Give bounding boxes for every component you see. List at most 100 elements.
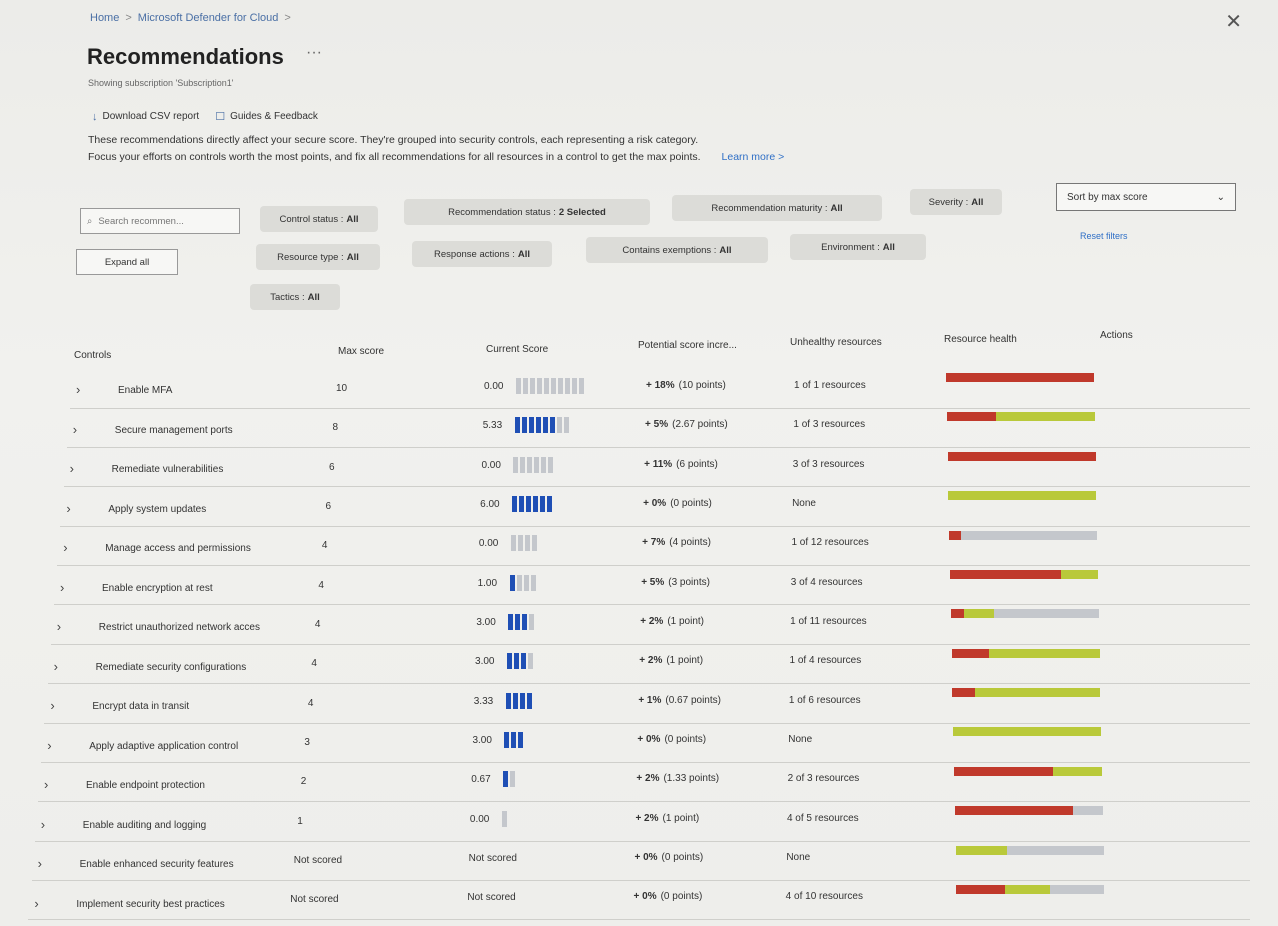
potential-points: (6 points) (676, 458, 718, 470)
filter-pill[interactable]: Severity : All (910, 189, 1002, 215)
control-name[interactable]: Enable endpoint protection (86, 780, 205, 791)
chevron-right-icon[interactable]: › (72, 421, 78, 437)
score-bars (510, 535, 537, 552)
control-name[interactable]: Apply adaptive application control (89, 740, 239, 752)
reset-filters-link[interactable]: Reset filters (1080, 231, 1128, 241)
filter-pill[interactable]: Environment : All (790, 234, 926, 260)
filter-pill[interactable]: Response actions : All (412, 241, 552, 267)
resource-health-bar (955, 845, 1104, 855)
potential-percent: + 18% (646, 380, 675, 391)
potential-score: + 2% (1 point) (639, 655, 703, 666)
health-not-applicable-segment (1073, 806, 1103, 816)
filter-pill-label: Recommendation status : (448, 206, 556, 218)
control-name[interactable]: Enable encryption at rest (102, 582, 213, 594)
filter-pill[interactable]: Recommendation maturity : All (672, 195, 882, 221)
header-current-score[interactable]: Current Score (486, 344, 549, 355)
resource-health-bar (954, 806, 1103, 816)
potential-points: (1 point) (666, 655, 704, 667)
more-icon[interactable]: ··· (306, 44, 322, 61)
filter-pill[interactable]: Tactics : All (250, 284, 340, 310)
score-bar-empty (523, 378, 528, 394)
score-bar-empty (528, 653, 534, 670)
potential-score: + 0% (0 points) (634, 891, 703, 902)
control-name[interactable]: Secure management ports (114, 424, 233, 436)
current-score: 3.00 (476, 616, 496, 628)
score-bar-filled (515, 613, 521, 630)
chevron-right-icon[interactable]: › (47, 737, 52, 753)
chevron-right-icon[interactable]: › (44, 777, 49, 792)
expand-all-button[interactable]: Expand all (76, 249, 178, 275)
control-name[interactable]: Enable MFA (118, 385, 173, 396)
unhealthy-resources: 1 of 11 resources (790, 615, 867, 627)
score-bar-empty (529, 613, 535, 630)
chevron-right-icon[interactable]: › (56, 619, 62, 634)
search-input[interactable]: ⌕ Search recommen... (80, 208, 240, 234)
score-bars (516, 378, 584, 394)
filter-pill[interactable]: Contains exemptions : All (586, 237, 768, 263)
unhealthy-resources: 1 of 3 resources (793, 419, 866, 431)
chevron-right-icon[interactable]: › (76, 382, 81, 397)
filter-pill-value: All (346, 213, 359, 225)
control-name[interactable]: Enable enhanced security features (79, 859, 234, 870)
header-max-score[interactable]: Max score (338, 346, 385, 357)
potential-score: + 5% (3 points) (641, 577, 710, 588)
potential-score: + 11% (6 points) (644, 459, 718, 470)
guides-feedback-button[interactable]: ☐ Guides & Feedback (215, 110, 318, 123)
control-name[interactable]: Encrypt data in transit (92, 701, 190, 712)
control-name[interactable]: Remediate security configurations (95, 661, 247, 673)
filter-pill[interactable]: Resource type : All (256, 244, 380, 270)
current-score: 0.00 (469, 813, 490, 825)
health-unhealthy-segment (949, 530, 962, 540)
health-healthy-segment (988, 648, 1100, 658)
potential-points: (10 points) (678, 380, 726, 391)
resource-health-bar (948, 491, 1097, 501)
potential-percent: + 0% (643, 497, 667, 509)
header-potential-score[interactable]: Potential score incre... (638, 340, 737, 351)
download-csv-button[interactable]: ↓ Download CSV report (92, 110, 199, 123)
resource-health-bar (951, 648, 1100, 658)
row-divider (70, 407, 1250, 409)
chevron-right-icon[interactable]: › (37, 856, 42, 871)
control-name[interactable]: Manage access and permissions (105, 543, 251, 554)
score-bars (512, 495, 553, 512)
chevron-right-icon[interactable]: › (40, 816, 46, 832)
score-bar-empty (517, 535, 523, 552)
close-icon[interactable]: ✕ (1225, 11, 1242, 33)
health-unhealthy-segment (950, 609, 965, 619)
chevron-right-icon[interactable]: › (66, 500, 71, 516)
control-name[interactable]: Implement security best practices (76, 898, 225, 910)
chevron-right-icon[interactable]: › (69, 461, 74, 476)
health-unhealthy-segment (954, 806, 1074, 816)
chevron-right-icon[interactable]: › (63, 540, 68, 555)
breadcrumb-defender[interactable]: Microsoft Defender for Cloud (137, 12, 279, 24)
potential-points: (0 points) (670, 497, 712, 509)
potential-score: + 1% (0.67 points) (638, 695, 721, 706)
control-name[interactable]: Restrict unauthorized network acces (98, 622, 260, 633)
chevron-right-icon[interactable]: › (34, 895, 39, 911)
max-score: 10 (336, 383, 348, 394)
chevron-right-icon[interactable]: › (60, 579, 65, 595)
health-healthy-segment (1053, 766, 1102, 776)
filter-pill[interactable]: Recommendation status :2 Selected (404, 199, 650, 225)
header-resource-health[interactable]: Resource health (944, 334, 1017, 345)
potential-score: + 18% (10 points) (646, 380, 726, 391)
control-name[interactable]: Enable auditing and logging (82, 819, 207, 831)
control-name[interactable]: Remediate vulnerabilities (111, 464, 224, 475)
control-name[interactable]: Apply system updates (108, 503, 207, 515)
chevron-right-icon[interactable]: › (53, 658, 58, 674)
unhealthy-resources: 4 of 10 resources (785, 891, 863, 903)
header-unhealthy-resources[interactable]: Unhealthy resources (790, 337, 882, 348)
chevron-right-icon[interactable]: › (50, 698, 55, 713)
sort-dropdown[interactable]: Sort by max score ⌄ (1056, 183, 1236, 211)
row-divider (60, 525, 1250, 527)
header-controls[interactable]: Controls (74, 350, 112, 361)
score-bar-filled (514, 417, 520, 434)
row-divider (41, 761, 1250, 763)
breadcrumb-home[interactable]: Home (90, 12, 120, 24)
health-healthy-segment (995, 412, 1095, 422)
current-score: 0.67 (471, 774, 491, 786)
learn-more-link[interactable]: Learn more > (721, 151, 785, 163)
filter-pill[interactable]: Control status : All (260, 206, 378, 232)
score-bar-filled (509, 574, 515, 591)
score-bar-empty (563, 417, 569, 434)
